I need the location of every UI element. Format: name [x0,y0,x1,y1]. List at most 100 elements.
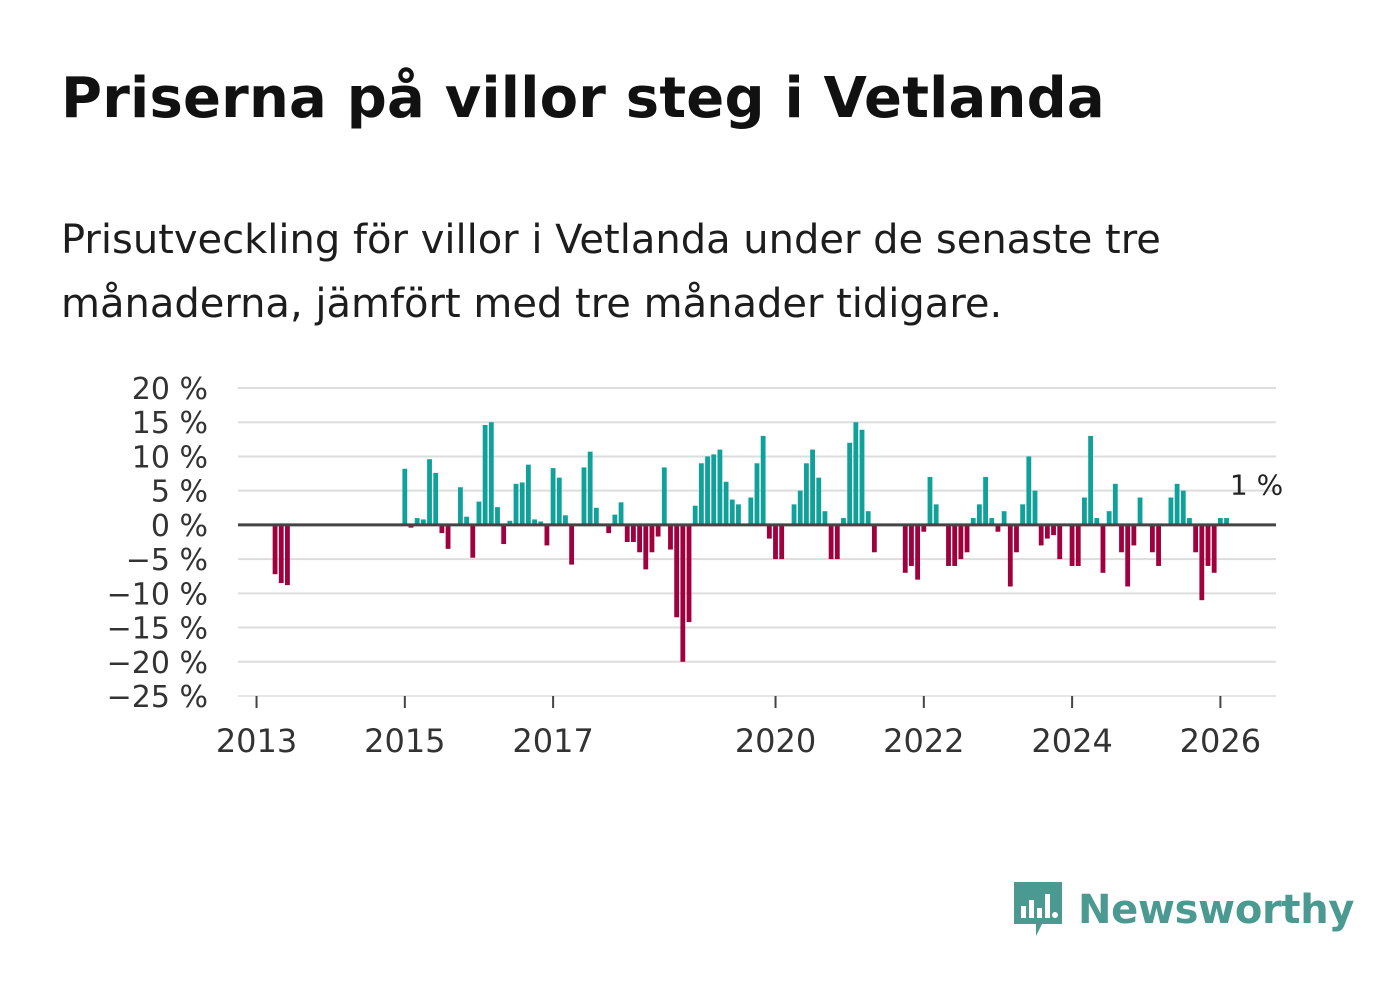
bar [933,504,939,525]
bar [631,524,636,542]
bar [952,524,958,566]
bar [915,524,921,580]
bar [1044,524,1050,539]
y-tick-label: −15 % [107,612,208,647]
annotations: 1 % [1230,469,1283,502]
bar [717,449,723,525]
bar [581,467,587,525]
bar [544,524,550,546]
bar [278,524,284,584]
bar [958,524,964,560]
y-tick-label: 0 % [151,509,208,544]
bar [871,524,877,553]
bar [587,451,593,525]
bar [822,511,828,525]
bar [668,524,673,550]
brand-logo: Newsworthy [1010,880,1355,940]
bar [723,481,729,525]
bar [1007,524,1013,587]
bar [1032,490,1038,525]
bar [1119,524,1124,553]
bar [550,468,556,525]
bar [773,524,778,560]
bar [643,524,649,570]
bar [495,507,500,525]
bar [1125,524,1131,587]
bar [995,524,1001,532]
bar [458,487,463,525]
bar [488,422,494,525]
bar [816,477,822,525]
chart-subtitle: Prisutveckling för villor i Vetlanda und… [61,217,1161,327]
y-tick-label: −25 % [107,680,208,715]
bar [736,504,741,525]
bar [1168,497,1174,525]
bar [989,518,995,525]
bar [705,456,710,525]
bar [1224,518,1229,525]
x-tick-label: 2024 [1031,722,1112,760]
bar [927,476,933,525]
bar [476,501,482,525]
bar [921,524,927,532]
bar [1038,524,1044,546]
bar [847,442,853,525]
bar [834,524,840,560]
bar [810,449,815,525]
y-tick-label: −20 % [107,646,208,681]
bar [865,511,871,525]
last-value-label: 1 % [1230,469,1283,502]
bar [1205,524,1211,566]
y-tick-label: 20 % [132,372,208,407]
bar [946,524,951,566]
bar [470,524,476,558]
x-tick-label: 2026 [1180,722,1261,760]
bar [1106,511,1112,525]
bar [692,505,698,525]
bar [482,424,488,525]
y-tick-label: 10 % [132,440,208,475]
bar [402,468,408,525]
bar [1026,456,1032,525]
bar [748,497,754,525]
bar [538,521,544,525]
bar [569,524,575,565]
bar [1014,524,1019,553]
bar [964,524,970,553]
bar [593,507,599,525]
bar [828,524,834,560]
x-tick-label: 2013 [216,722,297,760]
bar [909,524,914,566]
bar [513,483,519,525]
bar [507,520,513,525]
brand-name: Newsworthy [1078,887,1355,933]
bar [1088,435,1094,525]
x-tick-label: 2015 [364,722,445,760]
bar [686,524,692,623]
bar [674,524,680,618]
bar [1131,524,1137,546]
bar [859,429,865,525]
bar [525,464,531,525]
x-axis: 2013 2015 2017 2020 2022 2024 2026 [216,695,1276,760]
bar [1211,524,1217,573]
bar [698,463,704,525]
bar [1217,518,1223,525]
bar [1199,524,1205,601]
y-tick-label: 5 % [151,475,208,510]
bar [612,514,618,525]
bar [853,422,859,525]
bar [711,454,717,525]
bars [272,422,1229,662]
bar [1020,504,1026,525]
bar [624,524,630,542]
bar [1082,497,1087,525]
y-axis-labels: 20 %15 %10 %5 %0 %−5 %−10 %−15 %−20 %−25… [107,372,208,715]
bar [797,490,803,525]
bar [766,524,772,539]
chart-title: Priserna på villor steg i Vetlanda [61,66,1105,131]
bar [420,519,426,525]
bar [1069,524,1075,566]
bar [760,435,766,525]
x-tick-label: 2017 [512,722,593,760]
